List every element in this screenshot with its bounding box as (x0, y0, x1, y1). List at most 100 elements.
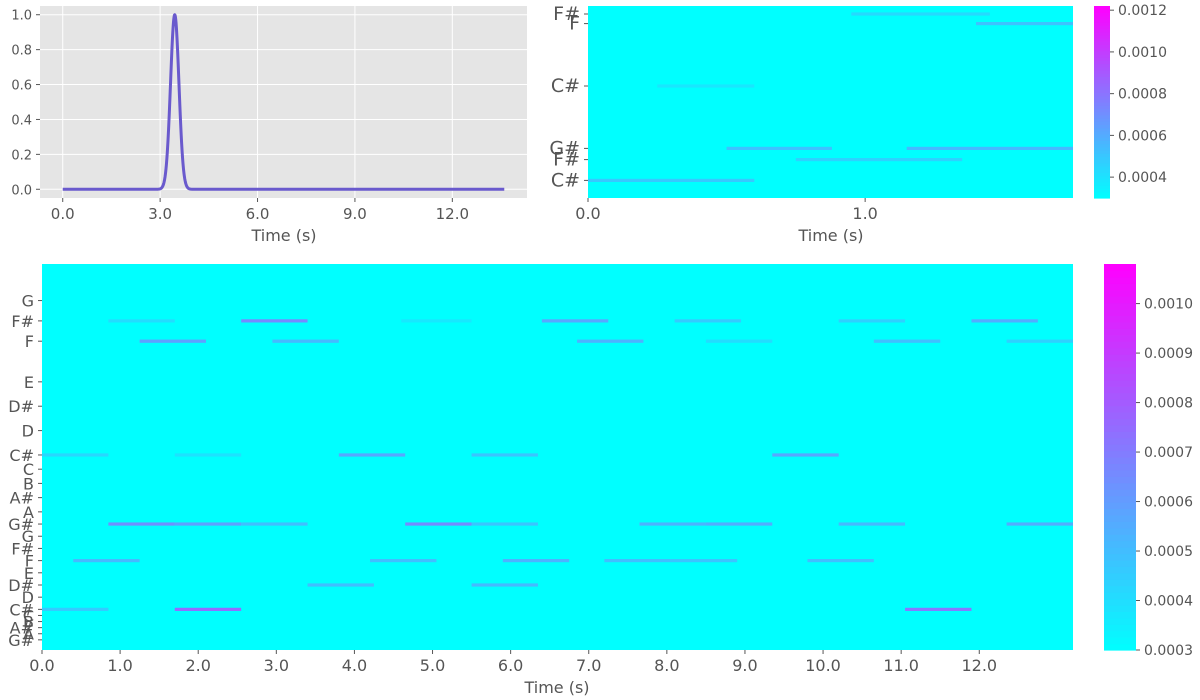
colorbar-segment (1094, 172, 1110, 177)
colorbar-segment (1104, 592, 1136, 600)
note-cell (108, 522, 175, 526)
note-cell (906, 146, 1073, 150)
x-tick-label: 5.0 (420, 656, 445, 675)
colorbar-segment (1094, 28, 1110, 33)
x-tick-label: 3.0 (148, 205, 172, 223)
x-tick-label: 10.0 (805, 656, 841, 675)
colorbar-segment (1094, 54, 1110, 58)
bottom-heatmap-xlabel: Time (s) (523, 678, 589, 697)
y-tick-label: C (23, 606, 34, 625)
colorbar-segment (1104, 283, 1136, 291)
colorbar-segment (1094, 86, 1110, 90)
colorbar-segment (1094, 143, 1110, 148)
colorbar-segment (1094, 6, 1110, 10)
colorbar-segment (1094, 156, 1110, 161)
colorbar-segment (1104, 611, 1136, 619)
y-tick-label: 1.0 (11, 9, 32, 24)
y-tick-label: F# (11, 312, 34, 331)
x-tick-label: 6.0 (246, 205, 270, 223)
note-cell (338, 453, 406, 457)
colorbar-segment (1094, 188, 1110, 193)
note-cell (471, 522, 538, 526)
colorbar-segment (1104, 373, 1136, 381)
y-tick-label: F (25, 332, 34, 351)
colorbar-segment (1094, 153, 1110, 157)
y-tick-label: G# (8, 631, 34, 650)
note-cell (657, 84, 755, 88)
x-tick-label: 9.0 (343, 205, 367, 223)
note-cell (174, 453, 242, 457)
colorbar-segment (1094, 127, 1110, 132)
colorbar-segment (1104, 334, 1136, 342)
x-tick-label: 7.0 (576, 656, 601, 675)
colorbar-segment (1094, 118, 1110, 122)
y-tick-label: B (23, 613, 34, 632)
note-cell (401, 319, 472, 323)
colorbar-segment (1094, 15, 1110, 20)
colorbar-segment (1104, 630, 1136, 638)
note-cell (174, 607, 242, 611)
colorbar-segment (1104, 347, 1136, 355)
colorbar-tick-label: 0.0003 (1144, 643, 1193, 659)
colorbar-segment (1094, 114, 1110, 119)
y-tick-label: D# (8, 397, 34, 416)
note-cell (976, 22, 1073, 26)
note-cell (1006, 522, 1073, 526)
line-chart-panel: 0.0 3.0 6.0 9.0 12.0 0.0 0.2 0.4 0.6 0.8 1.0 (11, 6, 527, 223)
colorbar-segment (1104, 437, 1136, 445)
note-cell (108, 319, 175, 323)
y-tick-label: G# (549, 137, 580, 159)
colorbar-segment (1094, 185, 1110, 189)
colorbar-segment (1094, 47, 1110, 52)
top-heatmap-panel: 0.0 1.0C#F#G#C#FF# (549, 3, 1073, 223)
note-cell (705, 522, 773, 526)
colorbar-segment (1104, 276, 1136, 284)
x-tick-label: 9.0 (732, 656, 757, 675)
colorbar-segment (1094, 34, 1110, 39)
colorbar-segment (1104, 559, 1136, 567)
colorbar-segment (1104, 534, 1136, 542)
colorbar-segment (1104, 624, 1136, 632)
y-tick-label: G (22, 527, 34, 546)
y-tick-label: A# (10, 489, 34, 508)
y-tick-label: 0.0 (11, 183, 32, 198)
x-tick-label: 11.0 (883, 656, 919, 675)
colorbar-segment (1104, 643, 1136, 651)
colorbar-segment (1094, 98, 1110, 103)
note-cell (873, 339, 941, 343)
x-tick-label: 0.0 (29, 656, 54, 675)
colorbar-segment (1094, 18, 1110, 23)
colorbar-segment (1094, 38, 1110, 42)
colorbar-segment (1104, 547, 1136, 555)
colorbar-segment (1094, 50, 1110, 55)
note-cell (241, 319, 308, 323)
colorbar-tick-label: 0.0004 (1118, 170, 1167, 186)
colorbar-segment (1104, 386, 1136, 394)
note-cell (772, 453, 839, 457)
colorbar-segment (1104, 521, 1136, 529)
colorbar-segment (1094, 95, 1110, 100)
note-cell (272, 339, 339, 343)
note-cell (795, 158, 963, 162)
colorbar-segment (1104, 457, 1136, 465)
x-tick-label: 1.0 (107, 656, 132, 675)
note-cell (42, 453, 109, 457)
x-tick-label: 12.0 (436, 205, 469, 223)
colorbar-segment (1094, 44, 1110, 49)
colorbar-segment (1104, 315, 1136, 323)
note-cell (588, 178, 755, 182)
colorbar-segment (1104, 579, 1136, 587)
y-tick-label: A# (10, 619, 34, 638)
colorbar-segment (1104, 469, 1136, 477)
colorbar-segment (1094, 79, 1110, 84)
y-tick-label: C# (9, 446, 34, 465)
note-cell (971, 319, 1038, 323)
colorbar-tick-label: 0.0007 (1144, 445, 1193, 461)
colorbar-tick-label: 0.0008 (1118, 87, 1167, 103)
colorbar-segment (1104, 553, 1136, 561)
colorbar-segment (1094, 108, 1110, 113)
colorbar-segment (1094, 76, 1110, 81)
colorbar-segment (1104, 418, 1136, 426)
colorbar-segment (1104, 604, 1136, 612)
line-chart-xlabel: Time (s) (250, 226, 316, 245)
